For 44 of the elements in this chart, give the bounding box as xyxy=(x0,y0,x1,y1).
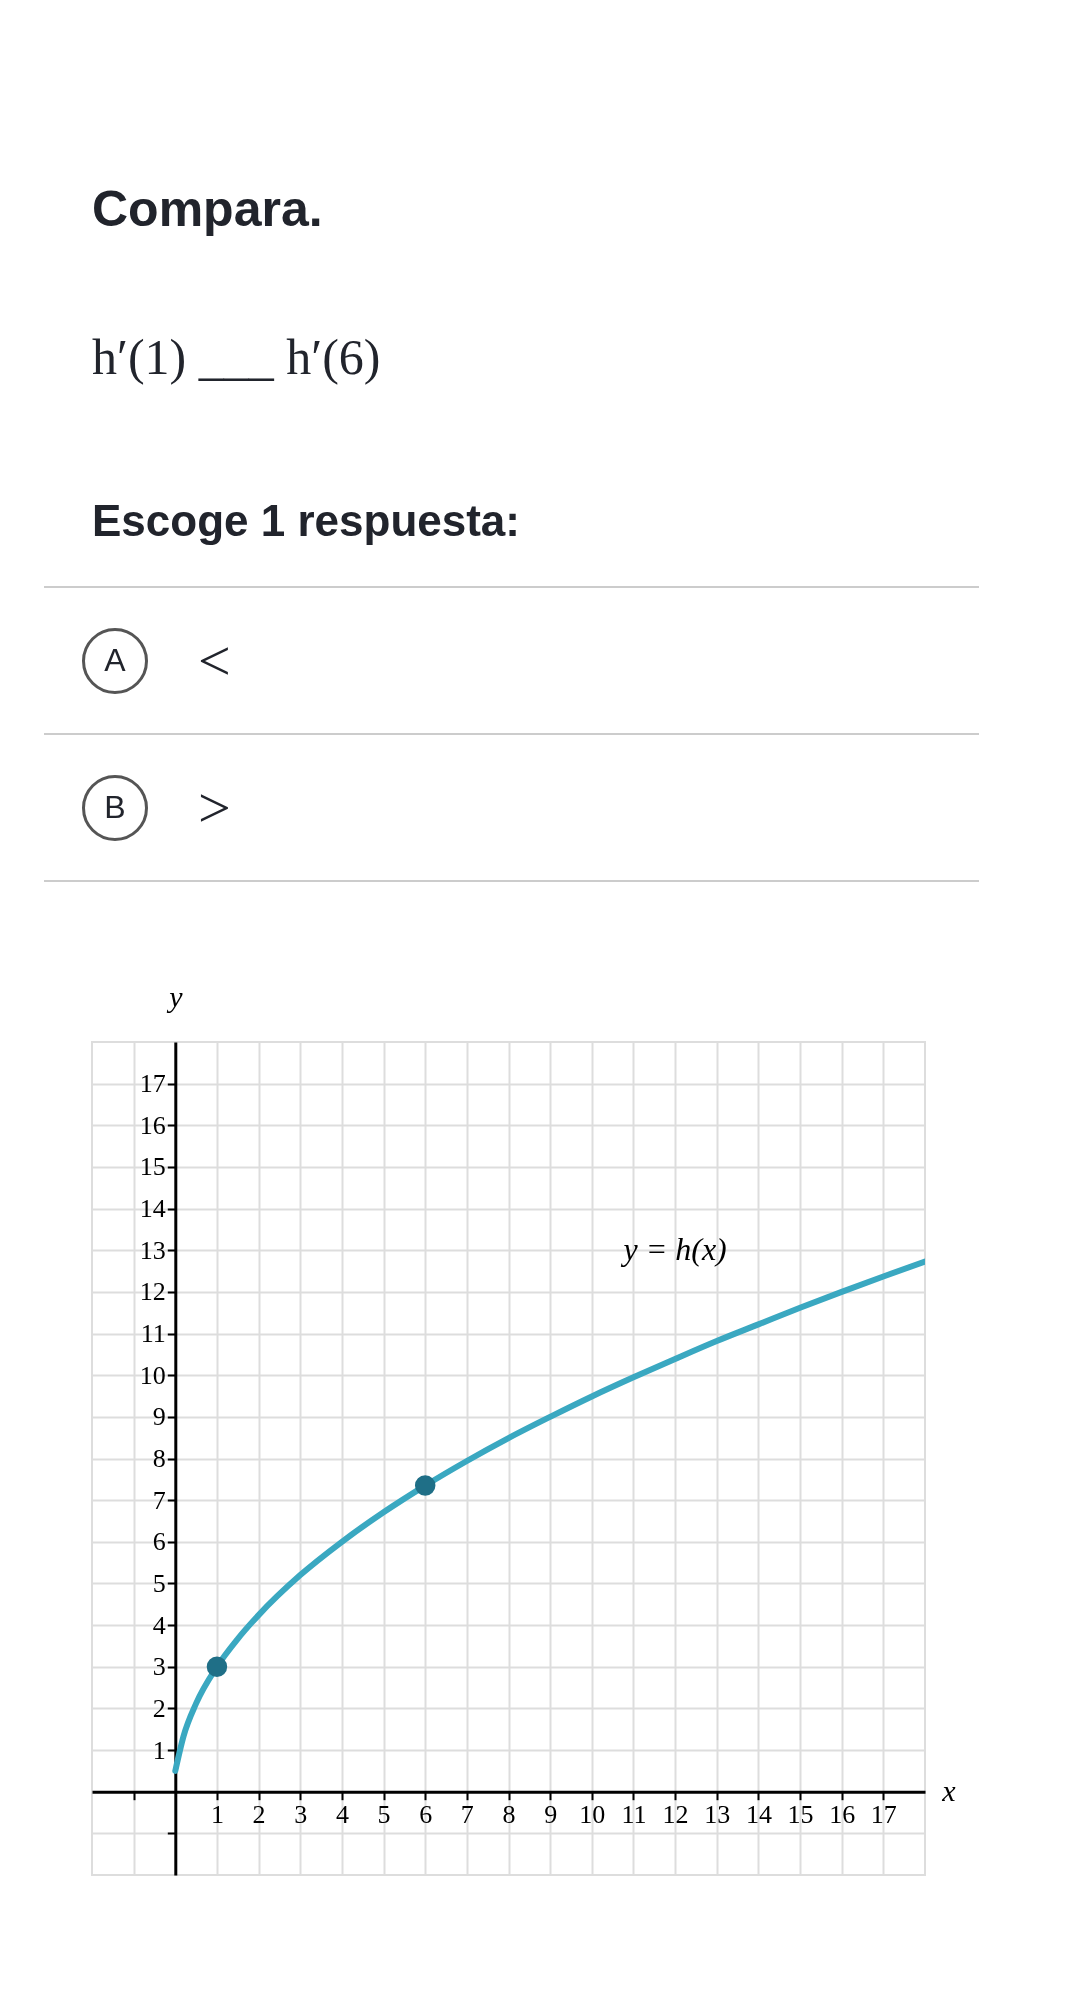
y-tick-label: 1 xyxy=(152,1735,166,1765)
chart-subtitle: h′(1) ___ h′(6) xyxy=(92,328,382,386)
x-tick-label: 4 xyxy=(335,1800,349,1830)
annotation: y = h(x) xyxy=(620,1231,727,1268)
y-tick-label: 7 xyxy=(152,1485,166,1515)
y-tick-label: 2 xyxy=(152,1693,166,1723)
y-axis-title: y xyxy=(166,979,184,1013)
x-tick-label: 2 xyxy=(252,1800,266,1830)
x-tick-label: 7 xyxy=(460,1800,474,1830)
y-tick-label: 16 xyxy=(139,1110,166,1140)
text: A xyxy=(82,627,148,694)
y-tick-label: 11 xyxy=(140,1319,166,1349)
x-tick-label: 14 xyxy=(745,1800,772,1830)
x-tick-label: 16 xyxy=(829,1800,856,1830)
x-tick-label: 9 xyxy=(544,1800,558,1830)
y-tick-label: 13 xyxy=(139,1235,166,1265)
y-tick-label: 3 xyxy=(152,1652,166,1682)
x-tick-label: 1 xyxy=(210,1800,224,1830)
x-tick-label: 17 xyxy=(870,1800,897,1830)
x-tick-label: 6 xyxy=(419,1800,433,1830)
y-tick-label: 14 xyxy=(139,1194,166,1224)
y-tick-label: 5 xyxy=(152,1568,166,1598)
x-tick-label: 15 xyxy=(787,1800,814,1830)
chart-title: Compara. xyxy=(92,180,324,238)
x-tick-label: 13 xyxy=(704,1800,731,1830)
y-tick-label: 12 xyxy=(139,1277,166,1307)
text: B xyxy=(82,774,148,841)
text: < xyxy=(198,627,231,694)
y-tick-label: 15 xyxy=(139,1152,166,1182)
y-tick-label: 8 xyxy=(152,1444,166,1473)
y-tick-label: 6 xyxy=(152,1527,166,1557)
x-tick-label: 11 xyxy=(621,1800,647,1830)
x-tick-label: 5 xyxy=(377,1800,391,1830)
x-axis-title: x xyxy=(941,1774,957,1808)
x-tick-label: 12 xyxy=(662,1800,689,1830)
y-tick-label: 9 xyxy=(152,1402,166,1432)
text: Escoge 1 respuesta: xyxy=(92,496,521,546)
x-tick-label: 8 xyxy=(502,1800,516,1830)
x-tick-label: 10 xyxy=(579,1800,606,1830)
y-tick-label: 4 xyxy=(152,1610,166,1640)
y-tick-label: 10 xyxy=(139,1360,166,1390)
y-tick-label: 17 xyxy=(139,1069,166,1099)
x-tick-label: 3 xyxy=(294,1800,308,1830)
text: > xyxy=(198,774,231,841)
